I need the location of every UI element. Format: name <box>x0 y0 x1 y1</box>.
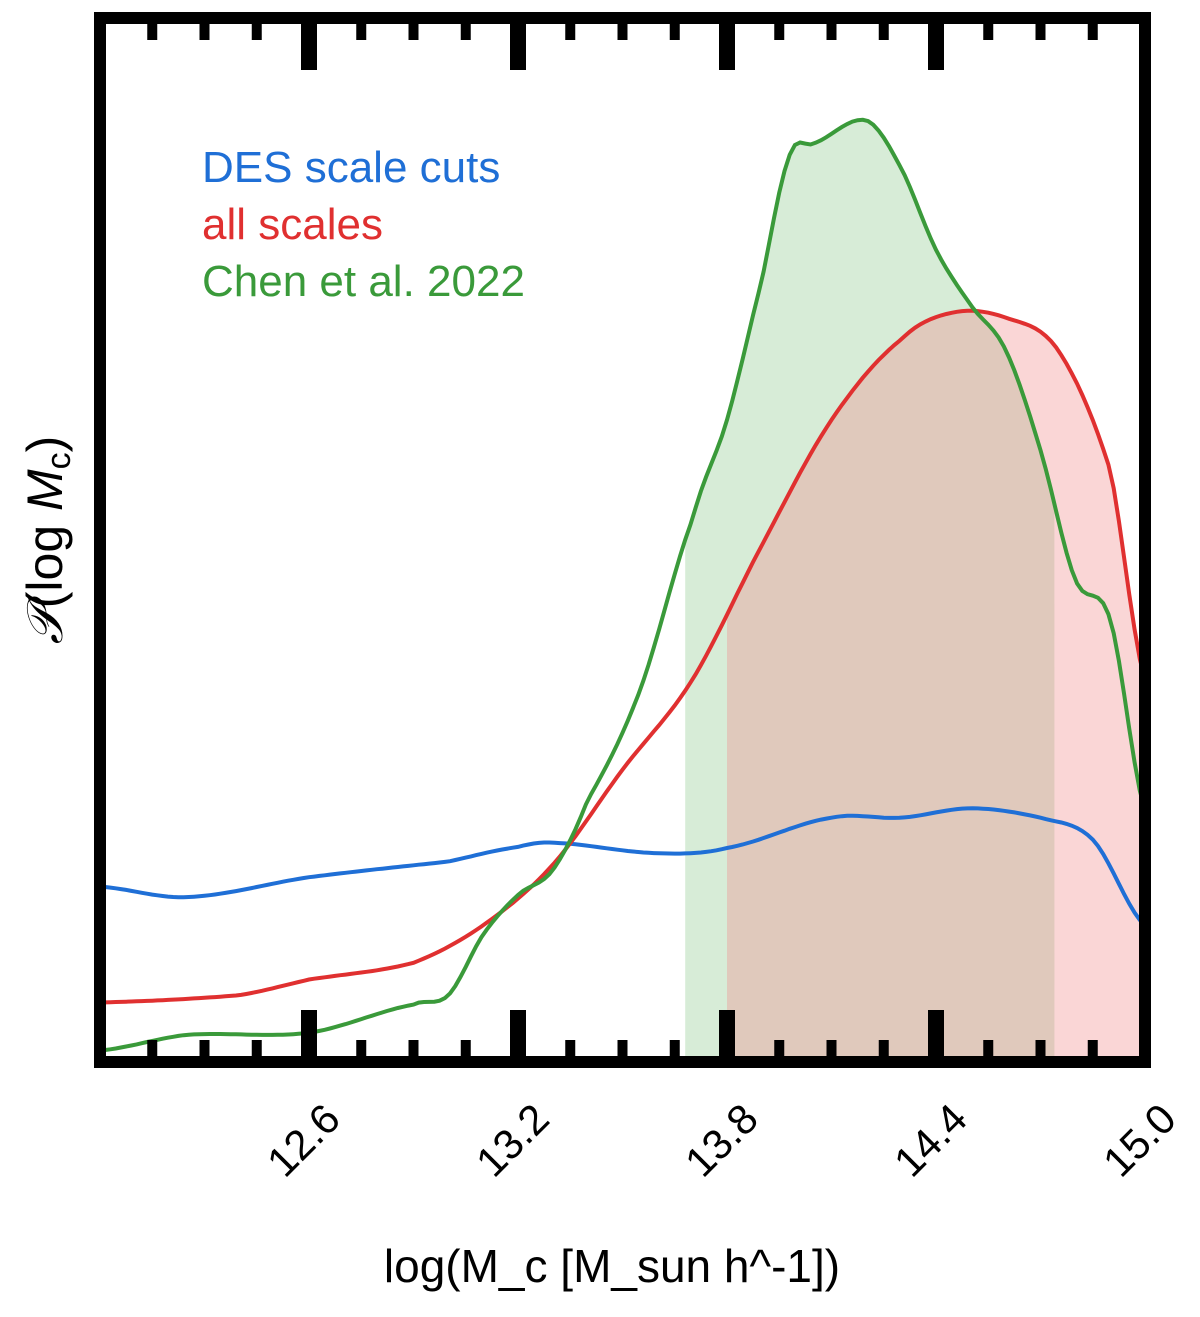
x-major-tick <box>719 1010 735 1062</box>
x-tick-labels: 12.6 13.2 13.8 14.4 15.0 <box>258 1095 1185 1186</box>
top-major-tick <box>301 18 317 70</box>
series-lines <box>100 117 1145 1053</box>
top-minor-tick <box>147 18 158 40</box>
shaded-intervals <box>685 119 1145 1062</box>
x-tick-label: 14.4 <box>885 1095 976 1186</box>
top-minor-tick <box>669 18 680 40</box>
top-minor-tick <box>251 18 262 40</box>
x-minor-tick <box>878 1040 889 1062</box>
x-minor-tick <box>1087 1040 1098 1062</box>
top-minor-tick <box>408 18 419 40</box>
x-axis-label: log(M_c [M_sun h^-1]) <box>384 1240 840 1292</box>
top-minor-tick <box>1035 18 1046 40</box>
top-major-tick <box>928 18 944 70</box>
x-tick-label: 15.0 <box>1094 1095 1185 1186</box>
x-minor-tick <box>251 1040 262 1062</box>
x-minor-tick <box>774 1040 785 1062</box>
shaded-interval-all-scales <box>727 310 1145 1062</box>
top-minor-tick <box>460 18 471 40</box>
x-minor-tick <box>460 1040 471 1062</box>
series-line-des-scale-cuts <box>100 806 1145 927</box>
x-major-tick <box>301 1010 317 1062</box>
legend-entry: DES scale cuts <box>202 143 500 192</box>
x-minor-tick <box>408 1040 419 1062</box>
x-minor-tick <box>565 1040 576 1062</box>
x-tick-label: 12.6 <box>258 1095 349 1186</box>
x-major-tick <box>510 1010 526 1062</box>
legend-entry: all scales <box>202 200 383 249</box>
top-minor-tick <box>983 18 994 40</box>
x-minor-tick <box>669 1040 680 1062</box>
top-minor-tick <box>1087 18 1098 40</box>
top-minor-tick <box>565 18 576 40</box>
x-minor-tick <box>356 1040 367 1062</box>
x-minor-tick <box>1035 1040 1046 1062</box>
y-axis-label: 𝒫(log Mc) <box>16 436 78 645</box>
legend-entry: Chen et al. 2022 <box>202 257 525 306</box>
top-minor-tick <box>617 18 628 40</box>
series-line-all-scales <box>100 308 1145 1005</box>
axes-frame <box>94 12 1151 1068</box>
top-major-tick <box>510 18 526 70</box>
series-line-chen-et-al-2022 <box>100 117 1145 1053</box>
x-tick-label: 13.8 <box>676 1095 767 1186</box>
x-minor-tick <box>199 1040 210 1062</box>
x-minor-tick <box>983 1040 994 1062</box>
shaded-interval-chen-et-al-2022 <box>685 119 1055 1062</box>
x-major-tick <box>928 1010 944 1062</box>
x-minor-tick <box>826 1040 837 1062</box>
x-minor-tick <box>147 1040 158 1062</box>
top-minor-tick <box>878 18 889 40</box>
x-tick-label: 13.2 <box>467 1095 558 1186</box>
top-major-tick <box>719 18 735 70</box>
top-minor-tick <box>826 18 837 40</box>
legend: DES scale cuts all scales Chen et al. 2022 <box>202 143 525 306</box>
x-minor-tick <box>617 1040 628 1062</box>
top-minor-tick <box>774 18 785 40</box>
top-minor-tick <box>199 18 210 40</box>
axis-ticks <box>147 18 1098 1062</box>
top-minor-tick <box>356 18 367 40</box>
